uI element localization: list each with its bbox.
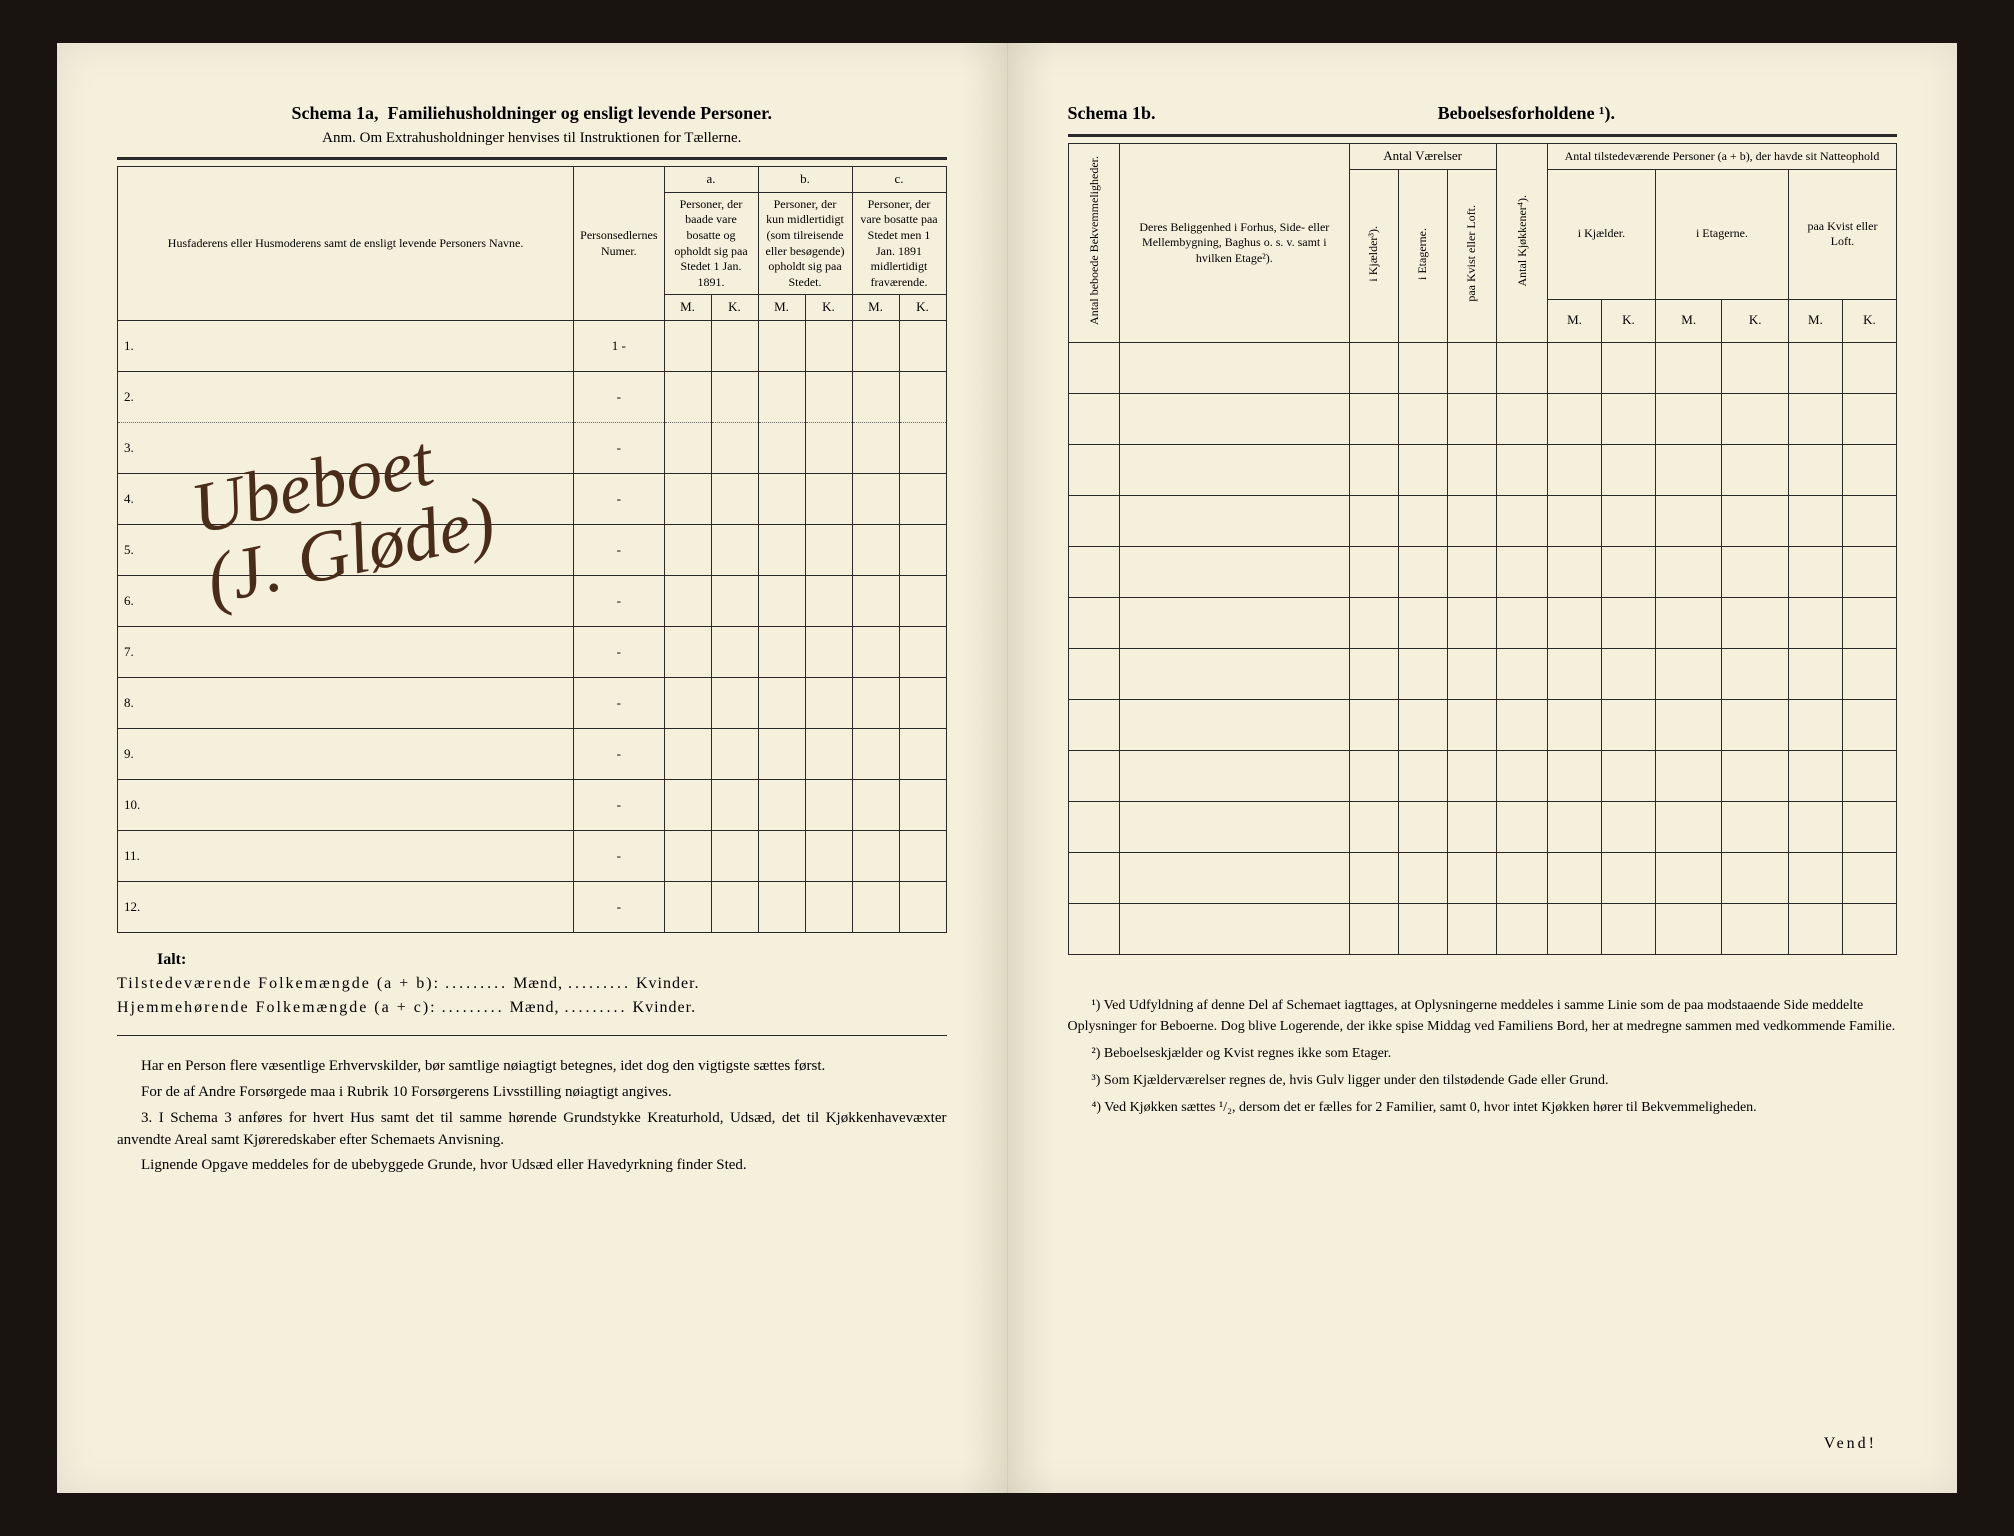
row-num: 1.: [118, 321, 161, 372]
group-b-label: b.: [758, 167, 852, 193]
v-kvist: paa Kvist eller Loft.: [1447, 169, 1496, 342]
instructions-text: Har en Person flere væsentlige Erhvervsk…: [117, 1056, 947, 1177]
row-num: 10.: [118, 780, 161, 831]
divider: [1068, 134, 1898, 137]
antal-vaer-header: Antal Værelser: [1349, 144, 1496, 170]
col-b-k: K.: [805, 295, 852, 321]
row-num: 8.: [118, 678, 161, 729]
v-etagerne: i Etagerne.: [1398, 169, 1447, 342]
row-num: 3.: [118, 423, 161, 474]
summary-line-2: Hjemmehørende Folkemængde (a + c): .....…: [117, 999, 947, 1017]
col-c-text: Personer, der vare bosatte paa Stedet me…: [852, 192, 946, 295]
group-a-label: a.: [664, 167, 758, 193]
schema-1a-title: Schema 1a, Familiehusholdninger og ensli…: [117, 103, 947, 124]
row-num: 5.: [118, 525, 161, 576]
footnote-1: ¹) Ved Udfyldning af denne Del af Schema…: [1068, 995, 1898, 1037]
schema-1b-title-text: Beboelsesforholdene ¹).: [1156, 103, 1897, 124]
row-num: 4.: [118, 474, 161, 525]
name-cell: [160, 321, 574, 372]
p-etagerne: i Etagerne.: [1655, 169, 1788, 299]
summary-line-1: Tilstedeværende Folkemængde (a + b): ...…: [117, 975, 947, 993]
group-c-label: c.: [852, 167, 946, 193]
row-num: 2.: [118, 372, 161, 423]
divider: [117, 157, 947, 160]
schema-1a-table: Husfaderens eller Husmoderens samt de en…: [117, 166, 947, 933]
col-names-header: Husfaderens eller Husmoderens samt de en…: [118, 167, 574, 321]
schema-1b-label: Schema 1b.: [1068, 103, 1156, 124]
footnote-3: ³) Som Kjælderværelser regnes de, hvis G…: [1068, 1070, 1898, 1091]
footnote-2: ²) Beboelseskjælder og Kvist regnes ikke…: [1068, 1043, 1898, 1064]
col-numer-header: Personsedlernes Numer.: [574, 167, 664, 321]
numer-cell: 1 -: [574, 321, 664, 372]
col-bekvem: Antal beboede Bekvemmeligheder.: [1068, 144, 1119, 343]
col-b-m: M.: [758, 295, 805, 321]
row-num: 9.: [118, 729, 161, 780]
p-kvist: paa Kvist eller Loft.: [1788, 169, 1896, 299]
col-a-k: K.: [711, 295, 758, 321]
col-b-text: Personer, der kun midlertidigt (som tilr…: [758, 192, 852, 295]
left-page: Schema 1a, Familiehusholdninger og ensli…: [57, 43, 1008, 1493]
col-belig: Deres Beliggenhed i Forhus, Side- eller …: [1119, 144, 1349, 343]
schema-1a-title-text: Familiehusholdninger og ensligt levende …: [387, 103, 772, 123]
book-spread: Schema 1a, Familiehusholdninger og ensli…: [57, 43, 1957, 1493]
divider: [117, 1035, 947, 1036]
footnotes: ¹) Ved Udfyldning af denne Del af Schema…: [1068, 995, 1898, 1118]
row-num: 11.: [118, 831, 161, 882]
row-num: 6.: [118, 576, 161, 627]
col-c-k: K.: [899, 295, 946, 321]
row-num: 7.: [118, 627, 161, 678]
right-page: Schema 1b. Beboelsesforholdene ¹). Antal…: [1008, 43, 1958, 1493]
col-kjokken: Antal Kjøkkener⁴).: [1496, 144, 1547, 343]
col-a-text: Personer, der baade vare bosatte og opho…: [664, 192, 758, 295]
v-kjelder: i Kjælder³).: [1349, 169, 1398, 342]
p-kjelder: i Kjælder.: [1547, 169, 1655, 299]
footnote-4: ⁴) Ved Kjøkken sættes ¹/₂, dersom det er…: [1068, 1097, 1898, 1118]
ialt-label: Ialt:: [157, 951, 947, 969]
anm-note: Anm. Om Extrahusholdninger henvises til …: [117, 130, 947, 147]
col-c-m: M.: [852, 295, 899, 321]
row-num: 12.: [118, 882, 161, 933]
schema-1b-table: Antal beboede Bekvemmeligheder. Deres Be…: [1068, 143, 1898, 955]
schema-1a-label: Schema 1a,: [291, 103, 378, 123]
schema-1b-title: Schema 1b. Beboelsesforholdene ¹).: [1068, 103, 1898, 124]
col-a-m: M.: [664, 295, 711, 321]
antal-pers-header: Antal tilstedeværende Personer (a + b), …: [1547, 144, 1896, 170]
vend-label: Vend!: [1824, 1435, 1877, 1453]
